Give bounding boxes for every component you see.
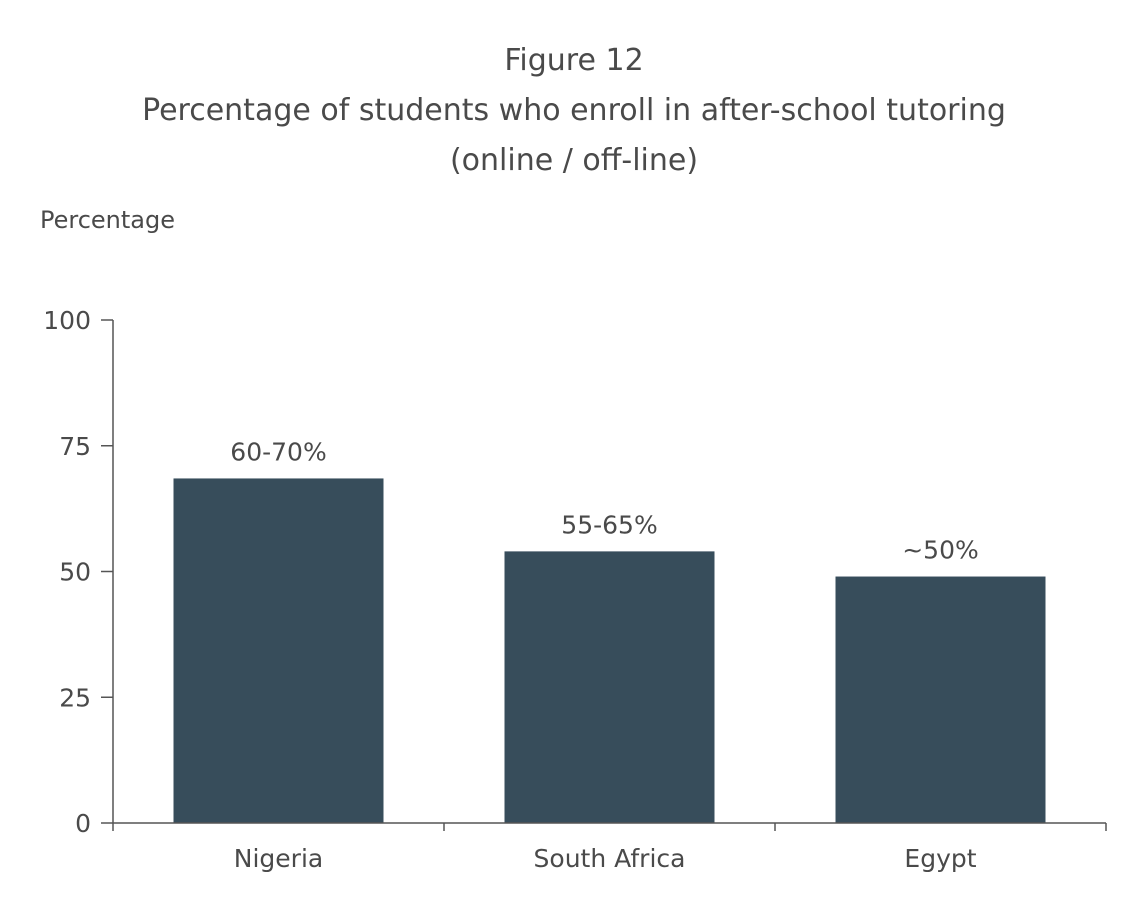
data-label: 60-70% xyxy=(230,437,326,466)
y-tick-label: 50 xyxy=(59,558,91,587)
x-tick-label: Nigeria xyxy=(234,844,323,873)
x-axis: Nigeria South Africa Egypt xyxy=(112,822,1107,873)
data-labels-group: 60-70% 55-65% ~50% xyxy=(230,437,978,564)
chart-title-block: Figure 12 Percentage of students who enr… xyxy=(0,36,1148,186)
y-tick-label: 75 xyxy=(59,432,91,461)
bar-south-africa xyxy=(504,551,715,823)
chart-subtitle: (online / off-line) xyxy=(449,143,699,178)
data-label: 55-65% xyxy=(561,510,657,539)
data-label: ~50% xyxy=(902,536,979,565)
y-axis: 0 25 50 75 100 xyxy=(43,306,114,838)
y-tick-label: 25 xyxy=(59,683,91,712)
y-tick-label: 100 xyxy=(43,306,91,335)
y-tick-label: 0 xyxy=(75,809,91,838)
y-axis-label: Percentage xyxy=(40,206,175,234)
bar-egypt xyxy=(835,576,1046,823)
x-tick-label: South Africa xyxy=(534,844,686,873)
bars-group xyxy=(173,478,1046,823)
figure-label: Figure 12 xyxy=(504,43,644,78)
x-tick-label: Egypt xyxy=(904,844,976,873)
chart-title: Percentage of students who enroll in aft… xyxy=(142,93,1006,128)
bar-nigeria xyxy=(173,478,384,823)
